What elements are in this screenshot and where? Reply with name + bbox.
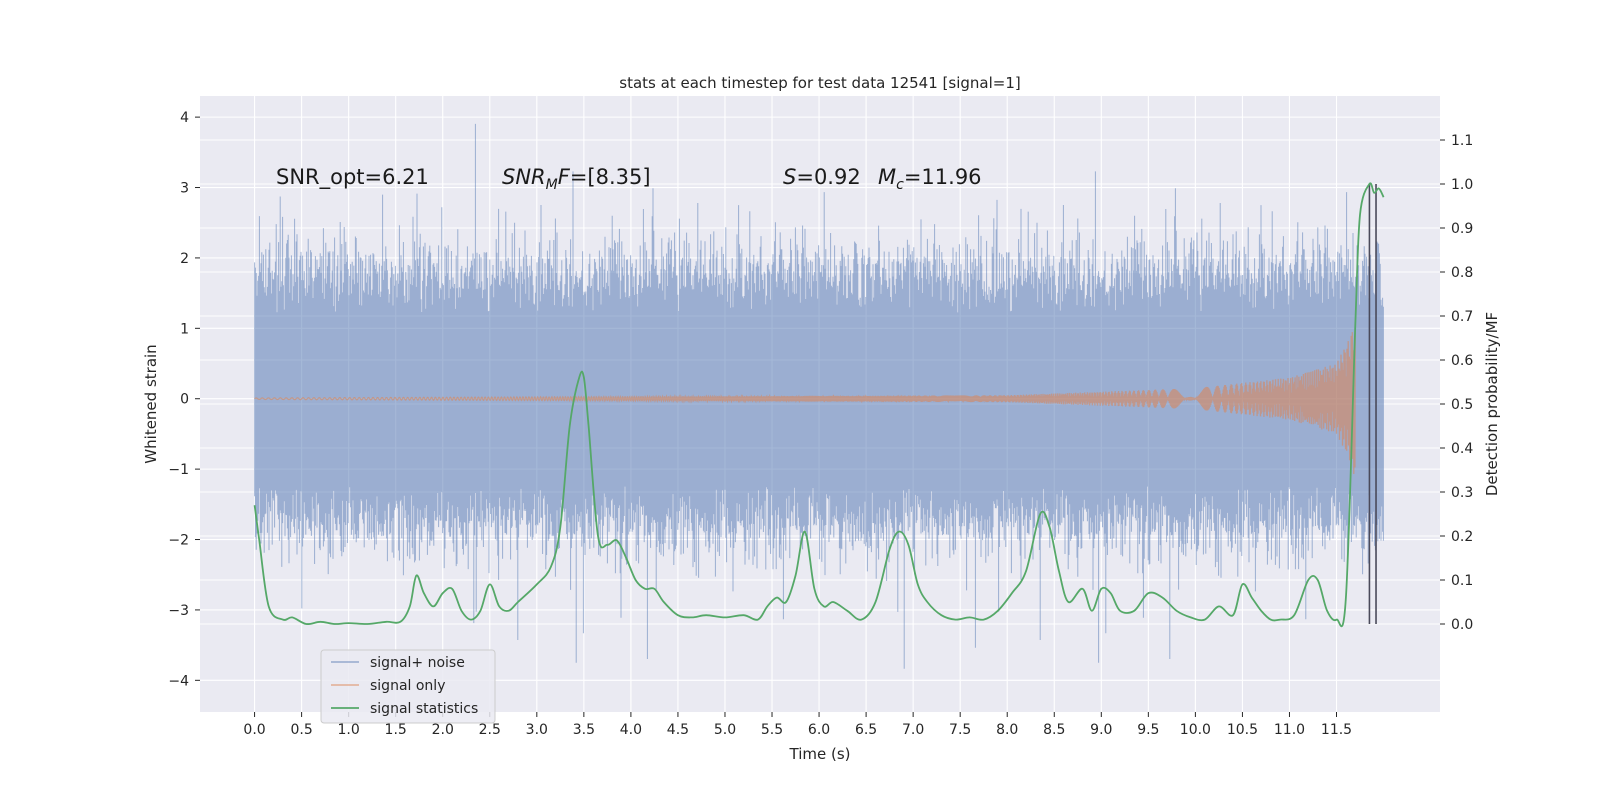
y-right-tick-label: 0.9 — [1451, 221, 1473, 237]
y-right-tick-label: 0.7 — [1451, 309, 1473, 325]
snr-mf-tail-f: F — [558, 165, 571, 189]
x-tick-label: 10.0 — [1180, 722, 1211, 738]
y-left-tick-label: −1 — [168, 462, 189, 478]
y-right-tick-label: 0.2 — [1451, 529, 1473, 545]
x-tick-label: 11.0 — [1274, 722, 1305, 738]
y-right-tick-label: 0.4 — [1451, 441, 1473, 457]
legend-box — [320, 649, 496, 724]
y-left-tick-label: −3 — [168, 603, 189, 619]
vertical-markers — [1368, 184, 1377, 624]
statistics-trace — [253, 182, 1385, 628]
legend: signal+ noise signal only signal statist… — [320, 649, 496, 724]
annotation-s: S=0.92 — [783, 165, 861, 189]
x-tick-label: 7.0 — [902, 722, 924, 738]
legend-label-signal-noise: signal+ noise — [370, 655, 465, 671]
legend-label-signal-statistics: signal statistics — [370, 701, 478, 717]
mc-subscript: c — [896, 177, 904, 193]
s-symbol: S — [783, 165, 796, 189]
y-left-tick-label: 0 — [180, 392, 189, 408]
x-tick-label: 6.0 — [808, 722, 830, 738]
x-tick-label: 3.5 — [573, 722, 595, 738]
legend-label-signal-only: signal only — [370, 678, 445, 694]
y-right-tick-label: 0.3 — [1451, 485, 1473, 501]
snr-mf-subscript: M — [546, 177, 558, 193]
x-tick-label: 4.0 — [620, 722, 642, 738]
y-right-tick-label: 0.1 — [1451, 573, 1473, 589]
mc-symbol: M — [878, 165, 896, 189]
x-tick-label: 9.5 — [1137, 722, 1159, 738]
x-tick-label: 1.0 — [338, 722, 360, 738]
y-right-tick-label: 0.0 — [1451, 617, 1473, 633]
x-tick-label: 8.5 — [1043, 722, 1065, 738]
series-signal-only — [254, 322, 1356, 475]
x-tick-label: 3.0 — [526, 722, 548, 738]
chart-title: stats at each timestep for test data 125… — [619, 74, 1020, 92]
y-right-tick-label: 1.1 — [1451, 133, 1473, 149]
x-tick-label: 5.0 — [714, 722, 736, 738]
axis-ticks: 0.0 0.5 1.0 1.5 2.0 2.5 3.0 3.5 4.0 4.5 5.0 5.5 6.0 6… — [168, 110, 1473, 738]
y-right-tick-label: 0.5 — [1451, 397, 1473, 413]
y-right-tick-label: 1.0 — [1451, 177, 1473, 193]
x-tick-label: 0.0 — [243, 722, 265, 738]
s-value: =0.92 — [796, 165, 860, 189]
y-left-tick-label: −2 — [168, 533, 189, 549]
x-tick-label: 5.5 — [761, 722, 783, 738]
x-tick-label: 4.5 — [667, 722, 689, 738]
x-tick-label: 8.0 — [996, 722, 1018, 738]
y-left-tick-label: 2 — [180, 251, 189, 267]
snr-mf-symbol: SNR — [502, 165, 546, 189]
series-signal-statistics — [253, 182, 1385, 628]
y-left-tick-label: 3 — [180, 181, 189, 197]
x-tick-label: 9.0 — [1090, 722, 1112, 738]
annotation-mc: Mc=11.96 — [878, 165, 982, 193]
x-tick-label: 11.5 — [1321, 722, 1352, 738]
snr-mf-value: =[8.35] — [570, 165, 651, 189]
y-left-tick-label: 1 — [180, 321, 189, 337]
x-axis-label: Time (s) — [789, 745, 851, 763]
annotation-snr-mf: SNRMF=[8.35] — [502, 165, 651, 193]
x-tick-label: 2.5 — [479, 722, 501, 738]
mc-value: =11.96 — [904, 165, 982, 189]
y-right-tick-label: 0.6 — [1451, 353, 1473, 369]
y-right-tick-label: 0.8 — [1451, 265, 1473, 281]
x-tick-label: 7.5 — [949, 722, 971, 738]
x-tick-label: 2.0 — [432, 722, 454, 738]
x-tick-label: 10.5 — [1227, 722, 1258, 738]
y-axis-right-label: Detection probability/MF — [1483, 312, 1501, 496]
chirp-trace — [254, 322, 1356, 475]
y-left-tick-label: −4 — [168, 673, 189, 689]
x-tick-label: 6.5 — [855, 722, 877, 738]
x-tick-label: 1.5 — [385, 722, 407, 738]
y-axis-left-label: Whitened strain — [142, 344, 160, 463]
x-tick-label: 0.5 — [290, 722, 312, 738]
y-left-tick-label: 4 — [180, 110, 189, 126]
annotation-snr-opt: SNR_opt=6.21 — [276, 165, 429, 190]
